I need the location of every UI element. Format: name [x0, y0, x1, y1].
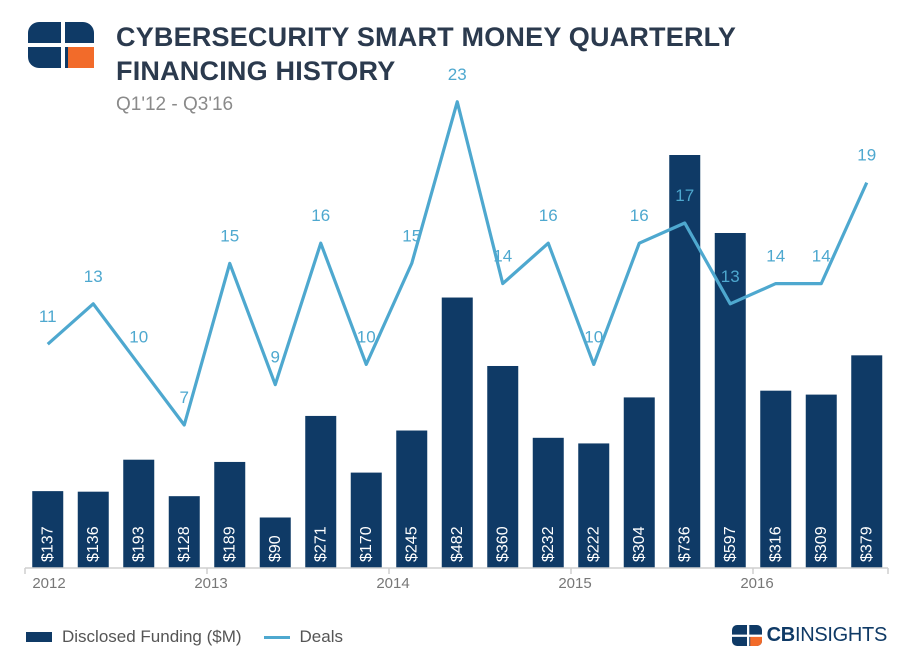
funding-bar-label: $137: [39, 526, 56, 562]
deals-data-label: 15: [220, 226, 239, 245]
funding-bar-label: $304: [631, 526, 648, 562]
cbinsights-brand: CB INSIGHTS: [731, 624, 887, 647]
funding-bar: [214, 461, 246, 568]
legend-deals-label: Deals: [299, 627, 343, 646]
deals-data-label: 13: [84, 267, 103, 286]
funding-bar-label: $245: [403, 526, 420, 562]
legend-funding-label: Disclosed Funding ($M): [62, 627, 242, 646]
deals-data-label: 16: [539, 206, 558, 225]
funding-bar-label: $232: [540, 526, 557, 562]
deals-data-label: 15: [402, 226, 421, 245]
funding-bar: [714, 232, 746, 568]
x-axis-ticks: [24, 568, 889, 574]
x-axis-year-label: 2015: [558, 575, 591, 592]
funding-bar: [805, 394, 837, 568]
deals-data-label: 19: [857, 146, 876, 165]
funding-bar-label: $222: [585, 526, 602, 562]
funding-bar: [396, 430, 428, 568]
x-axis-year-label: 2016: [740, 575, 773, 592]
deals-data-label: 16: [311, 206, 330, 225]
deals-data-label: 23: [448, 65, 467, 84]
funding-bar: [77, 491, 109, 568]
deals-data-label: 16: [630, 206, 649, 225]
funding-bar: [350, 472, 382, 568]
deals-data-label: 14: [493, 247, 512, 266]
deals-data-label: 14: [766, 247, 785, 266]
funding-bar-label: $597: [722, 526, 739, 562]
chart-subtitle: Q1'12 - Q3'16: [116, 94, 234, 115]
x-axis-year-label: 2012: [32, 575, 65, 592]
funding-bar: [123, 459, 155, 568]
chart-title: CYBERSECURITY SMART MONEY QUARTERLY FINA…: [116, 22, 736, 86]
funding-bar: [168, 496, 200, 568]
x-axis-year-labels: 2012 2013 2014 2015 2016: [32, 575, 773, 592]
brand-insights: INSIGHTS: [794, 624, 887, 646]
x-axis-year-label: 2014: [376, 575, 409, 592]
funding-bar: [305, 415, 337, 568]
deals-data-label: 11: [39, 307, 57, 326]
funding-bar: [578, 443, 610, 568]
deals-data-label: 7: [180, 388, 189, 407]
deals-line: [46, 100, 869, 427]
cbinsights-small-logo-icon: [731, 625, 762, 646]
funding-bar-label: $193: [130, 526, 147, 562]
deals-data-label: 10: [129, 327, 148, 346]
legend-deals-swatch: [263, 635, 290, 639]
funding-bar: [441, 297, 473, 568]
cbinsights-logo-icon: [28, 22, 94, 68]
deals-data-label: 9: [271, 348, 280, 367]
legend: Disclosed Funding ($M) Deals: [26, 625, 343, 649]
funding-bar: [32, 491, 64, 568]
funding-bar-label: $309: [813, 526, 830, 562]
deals-data-label: 13: [721, 267, 740, 286]
funding-bar-label: $136: [85, 526, 102, 562]
funding-bar-labels: $137 $136 $193 $128 $189 $90 $271 $170 $245 $482 $…: [39, 526, 875, 562]
funding-bar-label: $736: [676, 526, 693, 562]
funding-bar: [623, 397, 655, 568]
funding-bar: [487, 365, 519, 568]
x-axis-year-label: 2013: [194, 575, 227, 592]
funding-bar-label: $90: [267, 535, 284, 562]
funding-bars: [32, 155, 883, 568]
funding-bar-label: $170: [358, 526, 375, 562]
deals-data-label: 10: [584, 327, 603, 346]
funding-bar-label: $271: [312, 526, 329, 562]
deals-data-label: 10: [357, 327, 376, 346]
deals-data-label: 17: [675, 186, 694, 205]
funding-bar: [760, 390, 792, 568]
funding-bar-label: $482: [449, 526, 466, 562]
brand-cb: CB: [766, 624, 796, 646]
funding-bar: [259, 517, 291, 568]
funding-bar: [669, 155, 701, 568]
deals-labels: 11 13 10 7 15 9 16 10 15 23 14 16 10 16 17 13 14 14 19: [39, 65, 876, 407]
funding-bar-label: $128: [176, 526, 193, 562]
funding-bar-label: $360: [494, 526, 511, 562]
legend-funding-swatch: [26, 632, 52, 642]
funding-bar-label: $379: [858, 526, 875, 562]
funding-bar: [851, 355, 883, 568]
funding-bar-label: $316: [767, 526, 784, 562]
funding-bar: [532, 437, 564, 568]
funding-bar-label: $189: [221, 526, 238, 562]
deals-data-label: 14: [812, 247, 831, 266]
